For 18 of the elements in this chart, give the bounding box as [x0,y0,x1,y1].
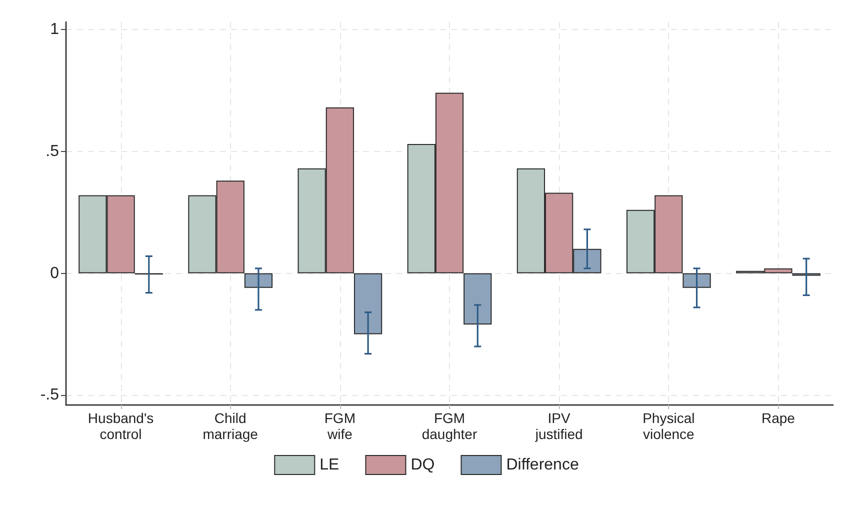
bar [682,273,711,288]
y-tick-label: -.5 [40,386,60,404]
x-tick-label: FGM wife [324,410,356,442]
y-tick-label: .5 [46,142,60,160]
legend-label: DQ [410,456,435,474]
x-tick-label: IPV justified [534,410,583,442]
x-tick-label: Rape [761,410,796,426]
x-tick-label: Physical violence [642,410,695,442]
x-tick-label: Child marriage [202,410,258,442]
x-tick-label: FGM daughter [422,410,478,442]
x-tick-label: Husband's control [88,410,154,442]
y-tick-label: 1 [50,20,60,38]
bar [464,273,492,324]
y-tick-label: 0 [50,264,60,282]
bar [244,273,273,288]
legend-label: Difference [506,456,579,474]
bar [354,273,382,334]
legend-label: LE [320,456,340,474]
